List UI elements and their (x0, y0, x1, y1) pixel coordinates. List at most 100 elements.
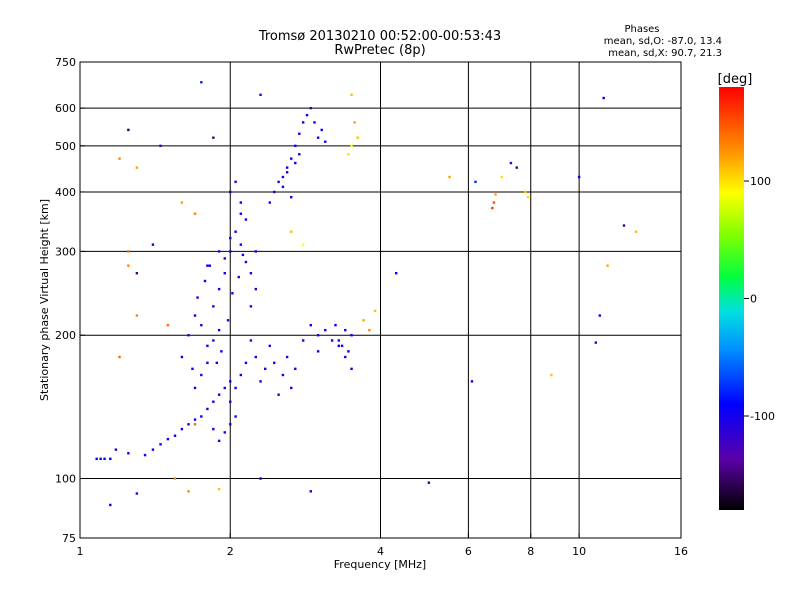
data-point (254, 355, 257, 359)
data-point (151, 243, 155, 246)
data-point (281, 185, 285, 189)
data-point (118, 157, 121, 160)
x-axis-ticks: 1 2 4 6 8 10 16 (77, 533, 688, 558)
data-point (212, 305, 215, 308)
x-axis-label: Frequency [MHz] (334, 558, 426, 571)
data-point (594, 341, 598, 344)
data-point (99, 457, 102, 461)
data-point (237, 275, 240, 279)
data-point (215, 361, 219, 365)
data-point (373, 309, 377, 313)
data-point (634, 230, 638, 233)
data-point (193, 212, 197, 215)
data-point (340, 344, 344, 348)
data-point (223, 257, 226, 260)
data-point (193, 386, 197, 390)
data-point (350, 367, 353, 371)
data-point (118, 355, 121, 359)
colorbar-tick-label: -100 (750, 410, 775, 423)
data-point (294, 161, 297, 165)
data-point (244, 260, 248, 264)
data-point (196, 296, 199, 299)
data-point (217, 328, 221, 332)
data-point (494, 193, 497, 196)
x-tick-label: 6 (465, 545, 472, 558)
data-point (285, 355, 289, 359)
data-point (127, 264, 130, 267)
stats-header: Phases (624, 24, 659, 35)
data-point (193, 423, 197, 426)
data-point (324, 140, 327, 143)
data-point (234, 180, 237, 184)
data-point (298, 132, 301, 135)
data-point (234, 230, 237, 233)
x-tick-label: 4 (377, 545, 384, 558)
data-point (200, 323, 203, 327)
y-tick-label: 400 (55, 186, 76, 199)
data-point (239, 373, 243, 377)
data-point (334, 323, 337, 327)
data-point (474, 180, 477, 184)
data-point (281, 373, 285, 377)
data-point (602, 96, 605, 100)
data-point (239, 212, 243, 215)
data-point (305, 113, 309, 117)
data-point (193, 314, 197, 317)
data-point (200, 373, 203, 377)
y-tick-label: 750 (55, 56, 76, 69)
data-point (259, 93, 262, 96)
stats-line-o: mean, sd,O: -87.0, 13.4 (604, 36, 722, 47)
data-point (229, 236, 232, 240)
data-point (244, 218, 248, 221)
data-point (448, 175, 451, 179)
data-point (206, 264, 209, 267)
data-point (135, 166, 139, 169)
data-point (173, 477, 177, 480)
data-point (249, 305, 253, 308)
data-point (212, 400, 215, 403)
data-point (208, 264, 212, 267)
data-point (362, 319, 365, 322)
data-point (330, 339, 334, 342)
data-point (347, 153, 350, 156)
y-tick-label: 75 (62, 532, 76, 545)
data-point (180, 427, 184, 431)
data-point (264, 367, 267, 371)
data-point (298, 153, 301, 156)
data-point (206, 344, 209, 348)
x-tick-label: 2 (227, 545, 234, 558)
data-point (290, 230, 293, 233)
data-point (103, 457, 106, 461)
data-point (259, 380, 262, 383)
data-point (223, 272, 226, 275)
data-point (220, 350, 223, 353)
data-point (427, 481, 431, 484)
data-point (217, 250, 221, 253)
stats-line-x: mean, sd,X: 90.7, 21.3 (608, 48, 722, 59)
data-point (217, 287, 221, 291)
data-point (159, 144, 162, 148)
data-point (212, 427, 215, 431)
y-tick-label: 200 (55, 329, 76, 342)
data-point (200, 81, 203, 84)
y-tick-label: 300 (55, 245, 76, 258)
colorbar-ticks: 100 0 -100 (744, 175, 775, 423)
data-point (491, 206, 494, 210)
data-point (143, 453, 147, 457)
data-point (166, 323, 170, 327)
data-point (127, 250, 130, 253)
data-point (368, 328, 371, 332)
data-point (217, 487, 221, 491)
data-point (294, 367, 297, 371)
data-point (515, 166, 518, 169)
data-point (226, 319, 230, 322)
data-point (229, 423, 232, 426)
data-point (135, 492, 139, 495)
data-point (344, 355, 347, 359)
data-point (301, 121, 305, 124)
data-point (337, 344, 341, 348)
data-point (223, 431, 226, 434)
data-point (309, 106, 312, 110)
y-tick-label: 600 (55, 102, 76, 115)
data-point (114, 448, 118, 451)
